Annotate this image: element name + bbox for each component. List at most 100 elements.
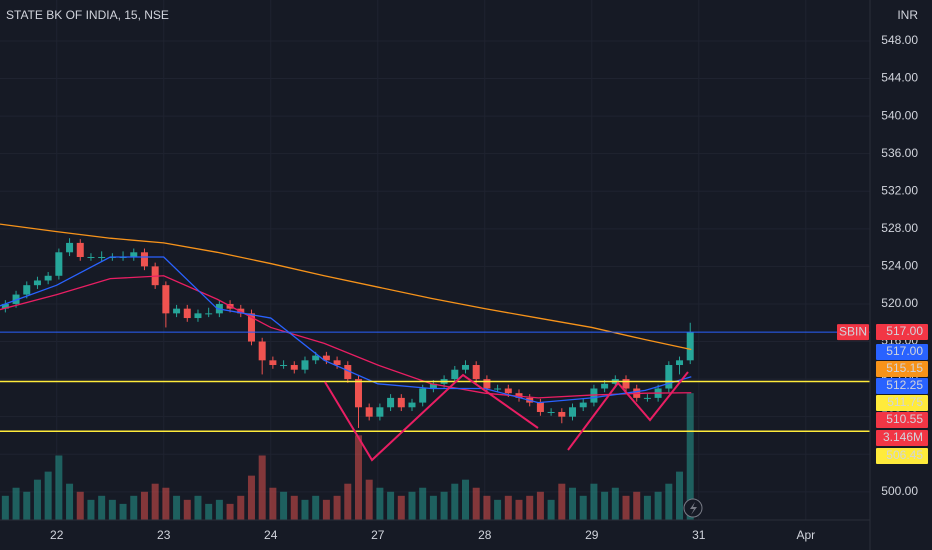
candle-body bbox=[515, 393, 523, 398]
volume-bar bbox=[140, 491, 148, 520]
x-tick-label: 23 bbox=[157, 528, 171, 542]
volume-bar bbox=[98, 495, 106, 520]
axes: 500.00504.00508.00512.00516.00520.00524.… bbox=[50, 33, 928, 542]
price-badge bbox=[876, 412, 928, 428]
candle-body bbox=[536, 402, 544, 412]
candle-body bbox=[301, 360, 309, 370]
volume-bar bbox=[526, 495, 534, 520]
volume-bar bbox=[419, 487, 427, 520]
moving-average bbox=[0, 223, 692, 351]
volume-bar bbox=[1, 495, 9, 520]
x-tick-label: 28 bbox=[478, 528, 492, 542]
volume-bar bbox=[429, 495, 437, 520]
alert-icon-bolt bbox=[690, 502, 697, 515]
volume-bar bbox=[654, 491, 662, 520]
volume-bar bbox=[451, 483, 459, 520]
volume-bar bbox=[108, 499, 116, 520]
x-tick-label: Apr bbox=[796, 528, 815, 542]
candle-body bbox=[387, 397, 395, 408]
volume-bar bbox=[408, 491, 416, 520]
candle-body bbox=[429, 383, 437, 389]
candle-body bbox=[12, 294, 20, 304]
moving-average bbox=[0, 256, 692, 404]
candle-body bbox=[483, 379, 491, 389]
volume-bar bbox=[247, 475, 255, 520]
moving-average bbox=[0, 275, 692, 399]
volume-bar bbox=[515, 499, 523, 520]
volume-bar bbox=[472, 487, 480, 520]
y-tick-label: 520.00 bbox=[881, 296, 918, 310]
volume-bar bbox=[301, 499, 309, 520]
candle-body bbox=[55, 252, 63, 276]
currency-label: INR bbox=[897, 8, 918, 22]
candle-body bbox=[451, 369, 459, 380]
volume-bar bbox=[194, 495, 202, 520]
candle-body bbox=[665, 365, 673, 389]
volume-bar bbox=[622, 495, 630, 520]
candle-body bbox=[344, 365, 352, 380]
volume-bar bbox=[504, 495, 512, 520]
price-badge-text: 517.00 bbox=[886, 324, 923, 338]
y-tick-label: 532.00 bbox=[881, 183, 918, 197]
volume-bar bbox=[569, 487, 577, 520]
volume-bar bbox=[611, 487, 619, 520]
price-badge-text: 506.45 bbox=[886, 448, 923, 462]
price-badge bbox=[876, 448, 928, 464]
candle-body bbox=[66, 242, 74, 253]
price-badge bbox=[876, 395, 928, 411]
x-tick-label: 22 bbox=[50, 528, 64, 542]
candle-body bbox=[258, 341, 266, 361]
volume-bar bbox=[215, 499, 223, 520]
y-tick-label: 544.00 bbox=[881, 71, 918, 85]
volume-bar bbox=[258, 455, 266, 520]
y-tick-label: 548.00 bbox=[881, 33, 918, 47]
volume-bar bbox=[183, 499, 191, 520]
candle-body bbox=[194, 313, 202, 319]
candle-body bbox=[601, 383, 609, 389]
volume-bar bbox=[173, 495, 181, 520]
candle-body bbox=[130, 252, 138, 257]
candle-body bbox=[569, 407, 577, 417]
candle-body bbox=[686, 332, 694, 361]
price-badge bbox=[876, 324, 928, 340]
volume-bar bbox=[643, 495, 651, 520]
volume-bar bbox=[365, 479, 373, 520]
candle-body bbox=[162, 285, 170, 314]
candle-body bbox=[504, 388, 512, 394]
volume-bar bbox=[55, 455, 63, 520]
y-tick-label: 540.00 bbox=[881, 108, 918, 122]
volume-pane bbox=[1, 393, 694, 520]
candle-body bbox=[205, 313, 213, 315]
price-badge-text: 511.75 bbox=[887, 395, 923, 409]
volume-bar bbox=[119, 503, 127, 520]
candle-body bbox=[622, 379, 630, 389]
candle-body bbox=[461, 365, 469, 370]
volume-bar bbox=[376, 487, 384, 520]
x-tick-label: 27 bbox=[371, 528, 385, 542]
price-badge bbox=[876, 430, 928, 446]
volume-bar bbox=[601, 491, 609, 520]
candle-body bbox=[333, 360, 341, 366]
volume-bar bbox=[536, 491, 544, 520]
price-badge-text: 515.15 bbox=[886, 361, 923, 375]
volume-bar bbox=[23, 491, 31, 520]
volume-bar bbox=[205, 503, 213, 520]
candle-body bbox=[376, 407, 384, 417]
volume-bar bbox=[440, 491, 448, 520]
price-badge bbox=[876, 361, 928, 377]
candle-body bbox=[312, 355, 320, 361]
candle-body bbox=[365, 407, 373, 417]
volume-bar bbox=[494, 499, 502, 520]
y-tick-label: 536.00 bbox=[881, 146, 918, 160]
volume-bar bbox=[76, 491, 84, 520]
volume-bar bbox=[590, 483, 598, 520]
volume-bar bbox=[280, 491, 288, 520]
candle-body bbox=[247, 313, 255, 342]
chart-title: STATE BK OF INDIA, 15, NSE bbox=[6, 8, 169, 22]
volume-bar bbox=[461, 479, 469, 520]
candle-body bbox=[23, 285, 31, 295]
candle-body bbox=[397, 397, 405, 408]
volume-bar bbox=[33, 479, 41, 520]
candle-body bbox=[419, 388, 427, 403]
price-badge-text: 512.25 bbox=[886, 378, 923, 392]
